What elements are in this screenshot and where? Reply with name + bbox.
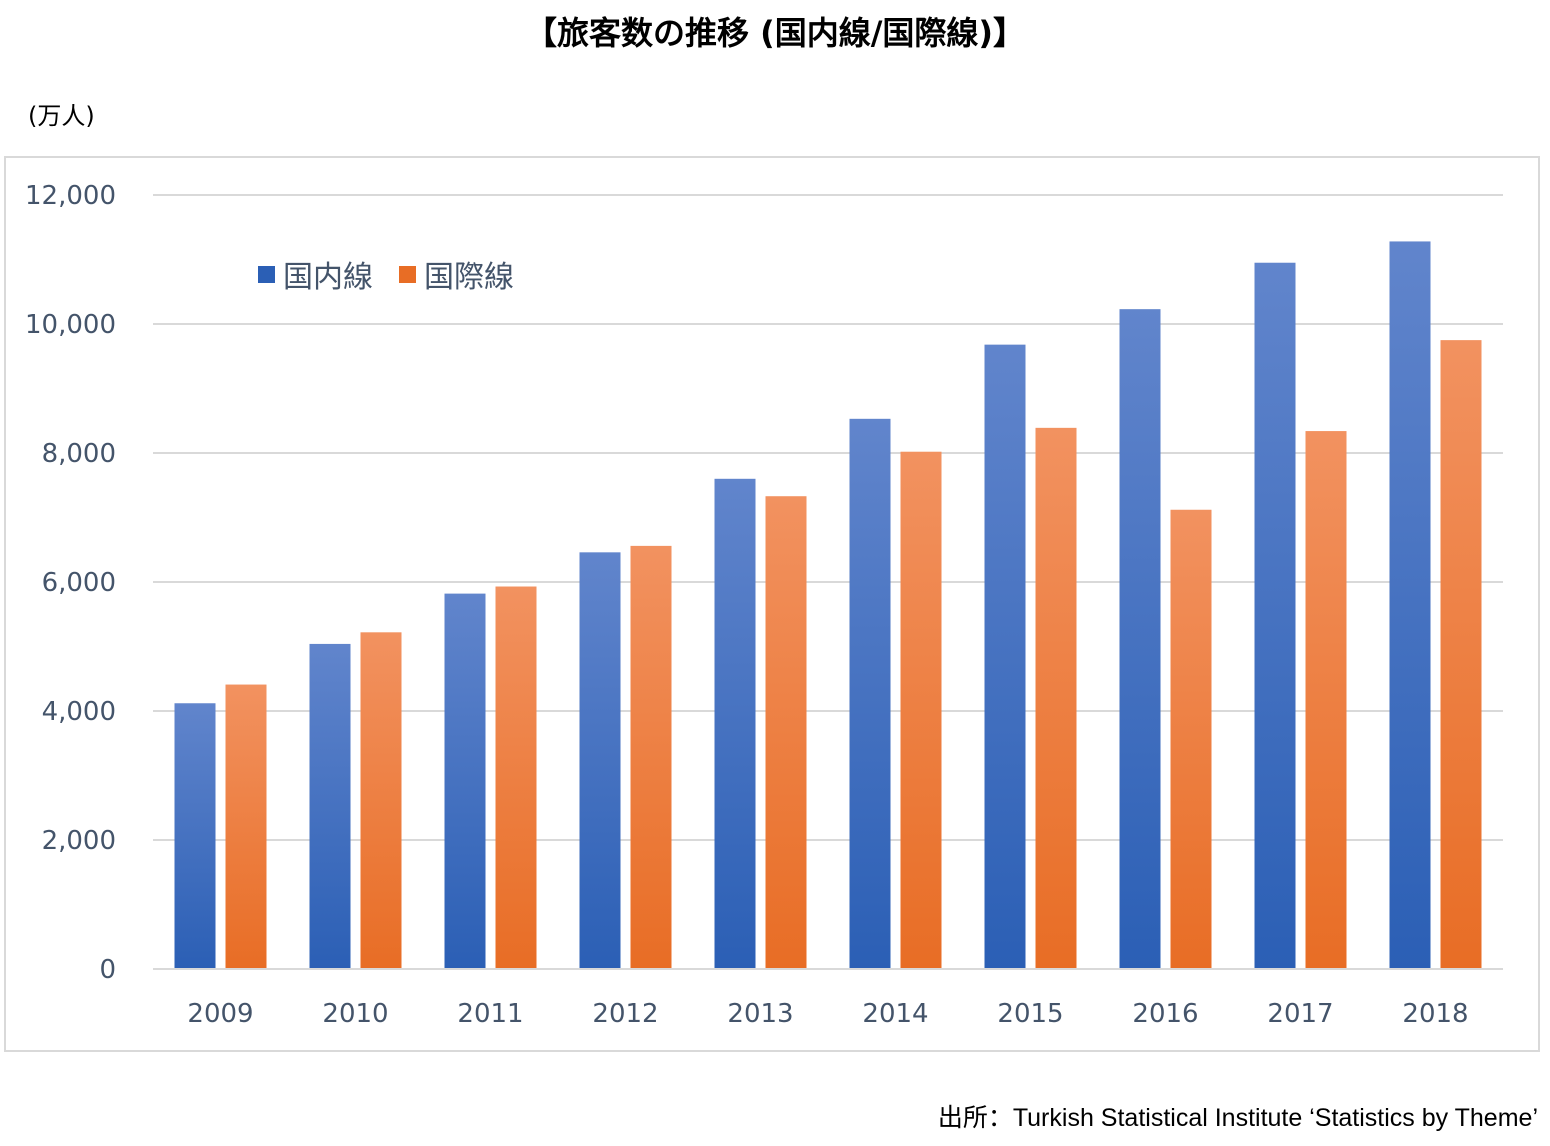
- bar-international: [1170, 509, 1212, 969]
- y-tick-label: 12,000: [25, 181, 116, 211]
- x-tick-label: 2010: [322, 999, 388, 1029]
- legend-label-domestic: 国内線: [283, 260, 373, 295]
- legend-item-domestic: 国内線: [258, 252, 373, 296]
- source-note: 出所：Turkish Statistical Institute ‘Statis…: [937, 1104, 1538, 1132]
- y-tick-label: 2,000: [42, 826, 116, 856]
- bar-domestic: [174, 703, 216, 969]
- legend-swatch-international: [399, 265, 416, 283]
- bar-international: [765, 496, 807, 969]
- bar-domestic: [714, 478, 756, 969]
- bar-domestic: [444, 593, 486, 969]
- bar-domestic: [579, 552, 621, 969]
- y-unit-label: (万人): [28, 102, 95, 130]
- bar-domestic: [1254, 262, 1296, 970]
- bar-international: [360, 632, 402, 969]
- legend-swatch-domestic: [258, 265, 275, 283]
- x-tick-label: 2015: [997, 999, 1063, 1029]
- y-tick-label: 10,000: [25, 310, 116, 340]
- bar-international: [1305, 431, 1347, 969]
- y-tick-label: 6,000: [42, 568, 116, 598]
- legend-item-international: 国際線: [399, 252, 514, 296]
- y-tick-label: 4,000: [42, 697, 116, 727]
- x-tick-label: 2012: [592, 999, 658, 1029]
- bar-international: [1440, 340, 1482, 969]
- x-tick-label: 2009: [187, 999, 253, 1029]
- bar-domestic: [849, 418, 891, 969]
- y-tick-label: 0: [99, 955, 116, 985]
- bar-domestic: [1389, 241, 1431, 969]
- x-tick-label: 2011: [457, 999, 523, 1029]
- bar-international: [630, 545, 672, 969]
- bar-international: [495, 586, 537, 969]
- x-tick-label: 2014: [862, 999, 928, 1029]
- bar-international: [1035, 427, 1077, 970]
- legend-label-international: 国際線: [424, 260, 514, 295]
- bar-domestic: [309, 643, 351, 969]
- x-tick-label: 2018: [1402, 999, 1468, 1029]
- x-tick-label: 2016: [1132, 999, 1198, 1029]
- bar-domestic: [1119, 309, 1161, 969]
- legend: 国内線 国際線: [258, 252, 514, 296]
- x-tick-label: 2017: [1267, 999, 1333, 1029]
- chart-title: 【旅客数の推移 (国内線/国際線)】: [524, 14, 1026, 52]
- y-tick-label: 8,000: [42, 439, 116, 469]
- bar-international: [900, 451, 942, 970]
- bar-international: [225, 684, 267, 969]
- bar-domestic: [984, 344, 1026, 969]
- x-tick-label: 2013: [727, 999, 793, 1029]
